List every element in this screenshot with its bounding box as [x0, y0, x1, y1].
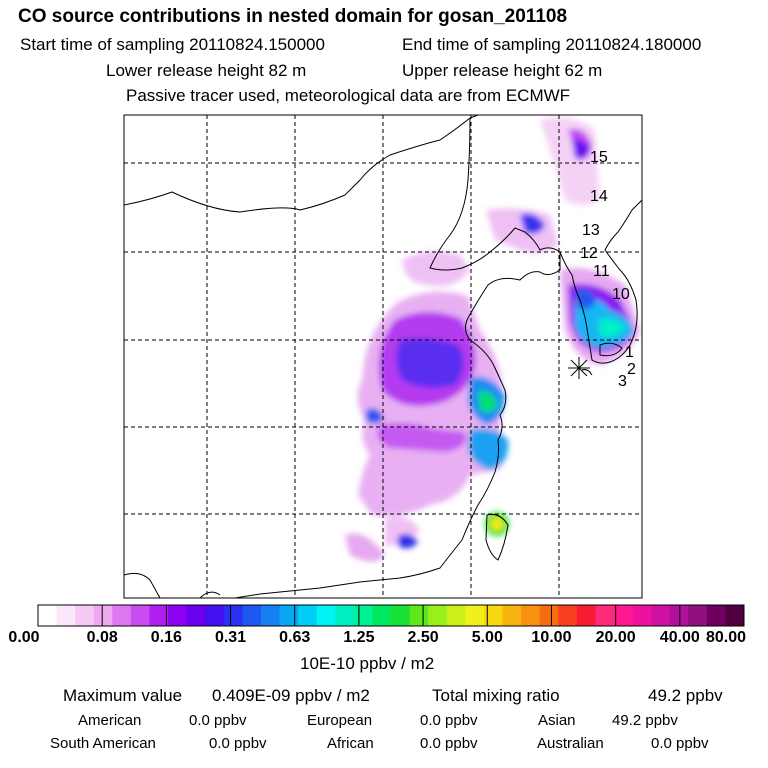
- colorbar-label: 0.16: [150, 629, 182, 646]
- colorbar-swatch: [558, 605, 578, 626]
- colorbar-swatch: [186, 605, 206, 626]
- colorbar-swatch: [632, 605, 652, 626]
- colorbar-swatch: [502, 605, 522, 626]
- colorbar-swatch: [613, 605, 633, 626]
- colorbar-swatch: [75, 605, 95, 626]
- concentration-field: [345, 117, 640, 562]
- region-name: Asian: [538, 712, 576, 729]
- lat-lon-grid: [124, 115, 642, 598]
- colorbar-label: 80.00: [705, 629, 747, 646]
- colorbar-swatch: [465, 605, 485, 626]
- colorbar-swatch: [168, 605, 188, 626]
- region-value: 0.0 ppbv: [420, 735, 478, 752]
- colorbar-swatch: [521, 605, 541, 626]
- end-time-label: End time of sampling 20110824.180000: [402, 35, 702, 54]
- colorbar-swatch: [669, 605, 689, 626]
- colorbar-swatch: [353, 605, 373, 626]
- trajectory-label: 2: [627, 361, 636, 378]
- max-value-label: Maximum value: [63, 686, 183, 705]
- colorbar-swatch: [260, 605, 280, 626]
- colorbar-label: 0.31: [214, 629, 247, 646]
- colorbar-label: 0.08: [86, 629, 118, 646]
- trajectory-label: 3: [618, 373, 627, 390]
- upper-height-label: Upper release height 62 m: [402, 61, 603, 80]
- colorbar-swatch: [428, 605, 448, 626]
- colorbar-swatch: [298, 605, 318, 626]
- map-frame: [123, 114, 643, 599]
- colorbar-swatch: [372, 605, 392, 626]
- region-value: 49.2 ppbv: [612, 712, 678, 729]
- colorbar-swatch: [706, 605, 726, 626]
- colorbar-swatch: [539, 605, 559, 626]
- region-name: South American: [50, 735, 156, 752]
- colorbar-label: 5.00: [471, 629, 503, 646]
- colorbar-label: 10.00: [531, 629, 572, 646]
- region-value: 0.0 ppbv: [651, 735, 709, 752]
- colorbar-swatch: [130, 605, 150, 626]
- page-title: CO source contributions in nested domain…: [18, 6, 568, 27]
- colorbar-swatch: [316, 605, 336, 626]
- trajectory-label: 13: [582, 222, 600, 239]
- trajectory-label: 11: [593, 263, 610, 280]
- trajectory-label: 10: [612, 286, 630, 303]
- trajectory-label: 15: [590, 149, 608, 166]
- colorbar-swatch: [56, 605, 76, 626]
- start-time-label: Start time of sampling 20110824.150000: [20, 35, 325, 54]
- coastlines: [124, 115, 642, 598]
- colorbar-swatch: [409, 605, 429, 626]
- colorbar-swatch: [651, 605, 671, 626]
- colorbar-label: 1.25: [343, 629, 375, 646]
- colorbar-swatch: [112, 605, 132, 626]
- lower-height-label: Lower release height 82 m: [106, 61, 307, 80]
- region-name: European: [307, 712, 373, 729]
- region-value: 0.0 ppbv: [189, 712, 247, 729]
- region-name: American: [78, 712, 142, 729]
- colorbar-label: 20.00: [595, 629, 636, 646]
- colorbar-swatch: [725, 605, 745, 626]
- colorbar-label: 0.63: [279, 629, 311, 646]
- colorbar-swatch: [38, 605, 57, 626]
- colorbar: [37, 604, 745, 627]
- trajectory-label: 14: [590, 188, 608, 205]
- region-value: 0.0 ppbv: [420, 712, 478, 729]
- colorbar-swatch: [335, 605, 355, 626]
- colorbar-label: 0.00: [8, 629, 40, 646]
- receptor-marker: [568, 357, 590, 379]
- region-name: African: [327, 735, 374, 752]
- colorbar-swatch: [242, 605, 262, 626]
- colorbar-swatch: [149, 605, 169, 626]
- colorbar-swatch: [576, 605, 596, 626]
- colorbar-swatch: [93, 605, 113, 626]
- colorbar-swatch: [391, 605, 410, 626]
- colorbar-swatch: [446, 605, 466, 626]
- colorbar-unit: 10E-10 ppbv / m2: [300, 654, 435, 673]
- colorbar-swatch: [483, 605, 503, 626]
- colorbar-label: 40.00: [659, 629, 700, 646]
- trajectory-label: 12: [580, 245, 598, 262]
- total-mixing-ratio-label: Total mixing ratio: [432, 686, 560, 705]
- region-value: 0.0 ppbv: [209, 735, 267, 752]
- colorbar-swatch: [223, 605, 243, 626]
- colorbar-frame: [37, 604, 745, 627]
- total-mixing-ratio-value: 49.2 ppbv: [648, 686, 723, 705]
- colorbar-swatch: [205, 605, 225, 626]
- colorbar-label: 2.50: [407, 629, 439, 646]
- region-name: Australian: [537, 735, 604, 752]
- trajectory-label: 1: [625, 344, 634, 361]
- tracer-label: Passive tracer used, meteorological data…: [126, 86, 571, 105]
- colorbar-swatch: [595, 605, 615, 626]
- colorbar-swatch: [279, 605, 299, 626]
- colorbar-swatch: [688, 605, 708, 626]
- max-value: 0.409E-09 ppbv / m2: [212, 686, 370, 705]
